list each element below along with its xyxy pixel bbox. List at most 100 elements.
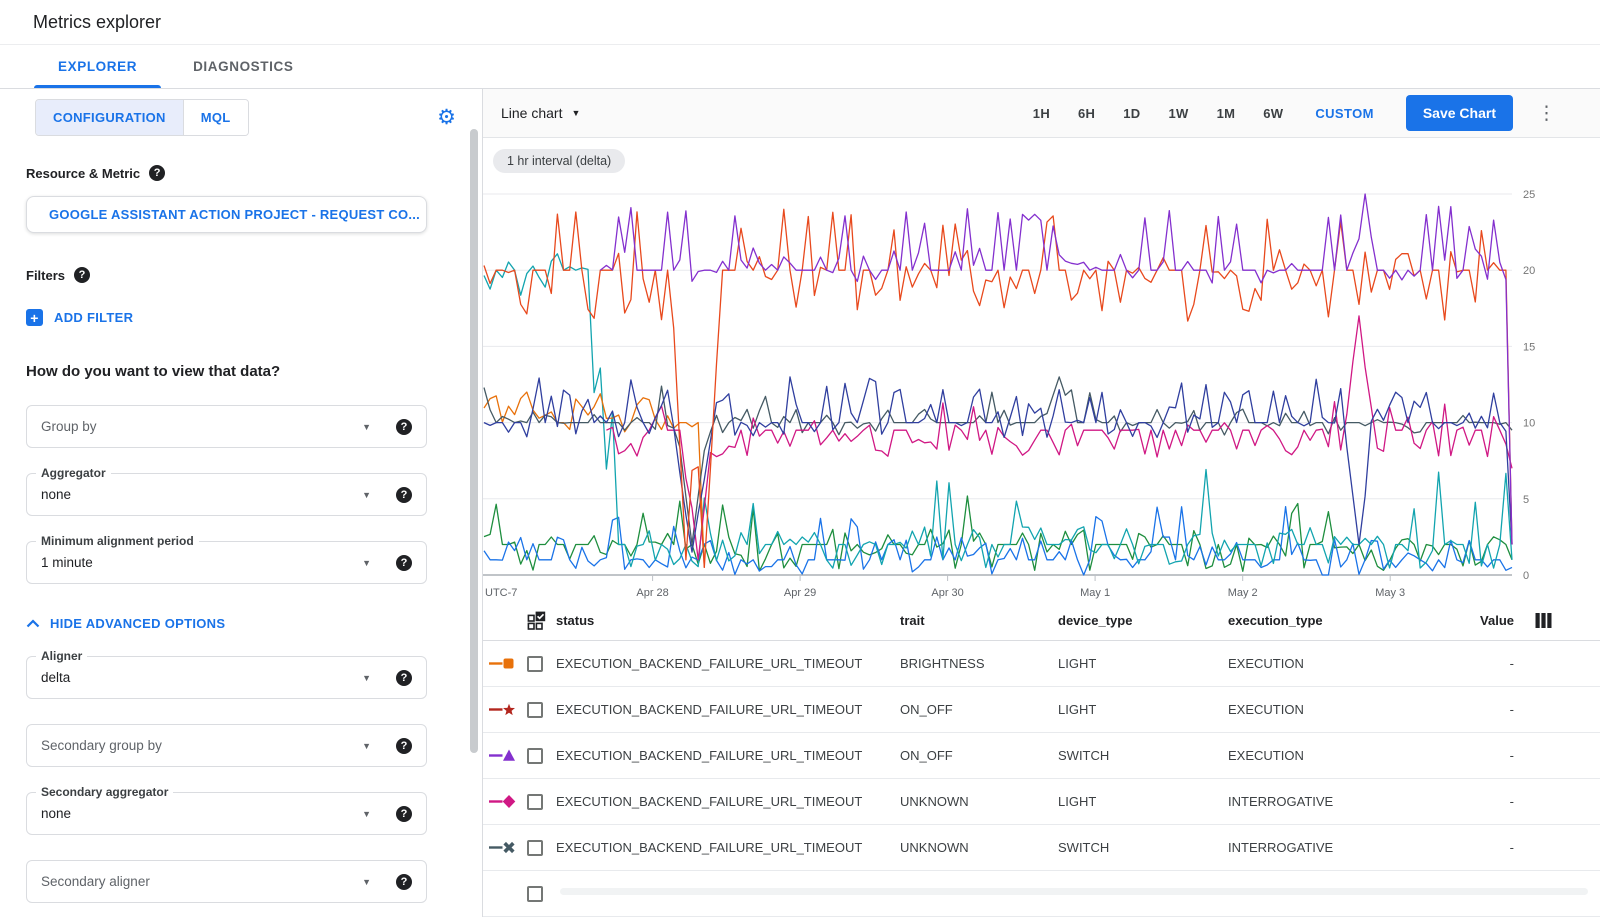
help-icon[interactable]: ?	[396, 419, 412, 435]
aggregator-field[interactable]: Aggregatornone▼?	[26, 473, 427, 516]
chevron-down-icon: ▼	[571, 108, 580, 118]
chevron-down-icon: ▼	[362, 809, 371, 819]
help-icon[interactable]: ?	[396, 874, 412, 890]
column-header-trait[interactable]: trait	[900, 613, 1058, 628]
configuration-mode-button[interactable]: CONFIGURATION	[36, 100, 183, 135]
field-floating-label: Aligner	[36, 649, 87, 663]
field-value: delta	[41, 670, 362, 685]
cell-status: EXECUTION_BACKEND_FAILURE_URL_TIMEOUT	[556, 748, 900, 763]
range-1h-button[interactable]: 1H	[1033, 106, 1050, 121]
cell-execution-type: EXECUTION	[1228, 656, 1454, 671]
chart-toolbar: Line chart ▼ 1H 6H 1D 1W 1M 6W CUSTOM Save Ch…	[483, 89, 1600, 138]
svg-text:25: 25	[1523, 189, 1535, 201]
resource-chip-label: GOOGLE ASSISTANT ACTION PROJECT - REQUES…	[49, 207, 420, 222]
interval-badge: 1 hr interval (delta)	[493, 149, 625, 173]
field-placeholder: Group by	[41, 419, 362, 434]
select-all-series-icon[interactable]	[527, 611, 556, 630]
field-placeholder: Secondary aligner	[41, 874, 362, 889]
range-6w-button[interactable]: 6W	[1263, 106, 1283, 121]
tab-diagnostics[interactable]: DIAGNOSTICS	[165, 45, 321, 88]
table-row[interactable]: EXECUTION_BACKEND_FAILURE_URL_TIMEOUTUNK…	[483, 779, 1600, 825]
tab-bar: EXPLORER DIAGNOSTICS	[0, 45, 1600, 89]
column-header-status[interactable]: status	[556, 613, 900, 628]
chevron-down-icon: ▼	[362, 673, 371, 683]
field-floating-label: Secondary aggregator	[36, 785, 173, 799]
range-custom-button[interactable]: CUSTOM	[1315, 106, 1374, 121]
cell-value: -	[1454, 656, 1514, 671]
cell-trait: ON_OFF	[900, 748, 1058, 763]
chart-type-dropdown[interactable]: Line chart ▼	[501, 105, 584, 121]
chevron-down-icon: ▼	[362, 422, 371, 432]
field-value: none	[41, 806, 362, 821]
cell-value: -	[1454, 748, 1514, 763]
table-horizontal-scrollbar[interactable]	[560, 888, 1588, 895]
mql-mode-button[interactable]: MQL	[183, 100, 248, 135]
cell-value: -	[1454, 794, 1514, 809]
svg-text:5: 5	[1523, 494, 1529, 506]
row-checkbox[interactable]	[527, 656, 543, 672]
chart-plot[interactable]: 0510152025UTC-7Apr 28Apr 29Apr 30May 1Ma…	[483, 138, 1600, 608]
line-chart[interactable]: 1 hr interval (delta) 0510152025UTC-7Apr…	[483, 138, 1600, 601]
cell-device-type: LIGHT	[1058, 656, 1228, 671]
column-header-execution-type[interactable]: execution_type	[1228, 613, 1454, 628]
chevron-down-icon: ▼	[362, 741, 371, 751]
field-floating-label: Minimum alignment period	[36, 534, 199, 548]
table-row[interactable]: EXECUTION_BACKEND_FAILURE_URL_TIMEOUTBRI…	[483, 641, 1600, 687]
field-floating-label: Aggregator	[36, 466, 111, 480]
cell-status: EXECUTION_BACKEND_FAILURE_URL_TIMEOUT	[556, 794, 900, 809]
row-checkbox[interactable]	[527, 748, 543, 764]
save-chart-button[interactable]: Save Chart	[1406, 95, 1513, 131]
chart-panel: Line chart ▼ 1H 6H 1D 1W 1M 6W CUSTOM Save Ch…	[483, 89, 1600, 917]
range-1w-button[interactable]: 1W	[1168, 106, 1188, 121]
minimum-alignment-period-field[interactable]: Minimum alignment period1 minute▼?	[26, 541, 427, 584]
add-box-icon: +	[26, 309, 43, 326]
help-icon[interactable]: ?	[396, 806, 412, 822]
chart-type-label: Line chart	[501, 105, 562, 121]
cell-trait: ON_OFF	[900, 702, 1058, 717]
help-icon[interactable]: ?	[396, 670, 412, 686]
gear-icon[interactable]: ⚙	[437, 107, 456, 128]
view-data-question: How do you want to view that data?	[26, 363, 427, 380]
help-icon[interactable]: ?	[149, 165, 165, 181]
help-icon[interactable]: ?	[396, 487, 412, 503]
tab-explorer[interactable]: EXPLORER	[30, 45, 165, 88]
view-columns-icon[interactable]	[1514, 613, 1600, 628]
row-checkbox[interactable]	[527, 886, 543, 902]
range-6h-button[interactable]: 6H	[1078, 106, 1095, 121]
range-1m-button[interactable]: 1M	[1217, 106, 1236, 121]
chevron-down-icon: ▼	[362, 558, 371, 568]
table-row[interactable]: EXECUTION_BACKEND_FAILURE_URL_TIMEOUTON_…	[483, 733, 1600, 779]
resource-metric-label: Resource & Metric ?	[26, 165, 427, 181]
help-icon[interactable]: ?	[396, 555, 412, 571]
row-checkbox[interactable]	[527, 794, 543, 810]
table-row[interactable]: EXECUTION_BACKEND_FAILURE_URL_TIMEOUTUNK…	[483, 825, 1600, 871]
secondary-aggregator-field[interactable]: Secondary aggregatornone▼?	[26, 792, 427, 835]
aligner-field[interactable]: Alignerdelta▼?	[26, 656, 427, 699]
cell-device-type: LIGHT	[1058, 794, 1228, 809]
range-1d-button[interactable]: 1D	[1123, 106, 1140, 121]
table-row[interactable]: EXECUTION_BACKEND_FAILURE_URL_TIMEOUTON_…	[483, 687, 1600, 733]
add-filter-button[interactable]: + ADD FILTER	[26, 309, 427, 326]
column-header-value: Value	[1454, 613, 1514, 628]
svg-text:15: 15	[1523, 342, 1535, 354]
more-options-icon[interactable]: ⋮	[1537, 102, 1556, 125]
svg-text:0: 0	[1523, 570, 1529, 582]
cell-execution-type: EXECUTION	[1228, 702, 1454, 717]
chart-gridlines	[483, 194, 1512, 581]
cell-trait: UNKNOWN	[900, 794, 1058, 809]
group-by-field[interactable]: Group by▼?	[26, 405, 427, 448]
secondary-aligner-field[interactable]: Secondary aligner▼?	[26, 860, 427, 903]
left-panel-scrollbar[interactable]	[470, 129, 478, 753]
row-checkbox[interactable]	[527, 702, 543, 718]
help-icon[interactable]: ?	[74, 267, 90, 283]
series-table: status trait device_type execution_type …	[483, 601, 1600, 917]
series-marker-square-icon	[483, 656, 527, 671]
help-icon[interactable]: ?	[396, 738, 412, 754]
column-header-device-type[interactable]: device_type	[1058, 613, 1228, 628]
series-redorange-high	[484, 210, 1512, 568]
secondary-group-by-field[interactable]: Secondary group by▼?	[26, 724, 427, 767]
row-checkbox[interactable]	[527, 840, 543, 856]
hide-advanced-options-button[interactable]: HIDE ADVANCED OPTIONS	[26, 616, 427, 631]
series-marker-diamond-icon	[483, 794, 527, 809]
resource-metric-chip[interactable]: GOOGLE ASSISTANT ACTION PROJECT - REQUES…	[26, 196, 427, 233]
